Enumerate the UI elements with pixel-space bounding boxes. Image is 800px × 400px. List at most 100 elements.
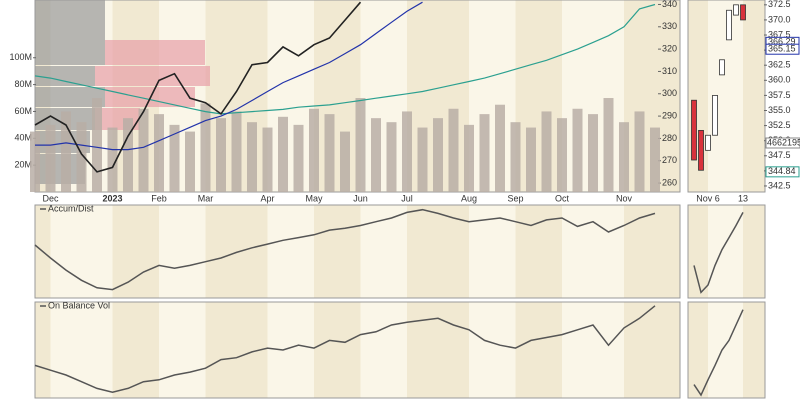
y-tick-label: 260 bbox=[662, 177, 677, 187]
last-value-label: 365.15 bbox=[768, 44, 796, 54]
volume-bar bbox=[185, 131, 195, 192]
volume-bar bbox=[526, 127, 536, 192]
volume-bar bbox=[154, 114, 164, 192]
x-tick-label: Dec bbox=[42, 193, 59, 203]
y-tick-label: 20M bbox=[14, 160, 32, 170]
volume-bar bbox=[30, 131, 40, 192]
volume-bar bbox=[588, 114, 598, 192]
month-band bbox=[314, 0, 361, 192]
candle-body bbox=[740, 4, 746, 21]
month-band bbox=[35, 302, 51, 398]
volume-bar bbox=[200, 103, 211, 192]
month-band bbox=[407, 205, 469, 298]
month-band bbox=[205, 205, 268, 298]
volume-bar bbox=[402, 111, 412, 192]
x-tick-label: Jun bbox=[353, 193, 368, 203]
month-band bbox=[688, 205, 708, 298]
y-tick-label: 300 bbox=[662, 88, 677, 98]
line bbox=[34, 3, 656, 115]
last-value-label: 344.84 bbox=[768, 166, 796, 176]
vbp-bar bbox=[35, 0, 105, 40]
volume-bar bbox=[61, 111, 71, 192]
month-band bbox=[407, 302, 469, 398]
volume-bar bbox=[138, 108, 149, 192]
panel-border bbox=[687, 204, 766, 299]
y-tick-label: 340 bbox=[662, 0, 677, 9]
volume-bar bbox=[324, 114, 335, 192]
line bbox=[34, 1, 362, 173]
x-tick-label: 13 bbox=[738, 193, 748, 203]
last-value-box bbox=[765, 43, 800, 55]
panel-title: On Balance Vol bbox=[48, 300, 110, 310]
month-band bbox=[515, 302, 562, 398]
volume-bar bbox=[495, 104, 505, 192]
y-tick-label: 355.0 bbox=[768, 105, 791, 115]
volume-bar bbox=[107, 127, 118, 192]
x-tick-label: 2023 bbox=[102, 193, 122, 203]
x-tick-label: Oct bbox=[555, 193, 570, 203]
line bbox=[34, 208, 656, 291]
month-band bbox=[743, 0, 765, 192]
candle-body bbox=[691, 99, 697, 161]
volume-bar bbox=[464, 124, 474, 192]
month-band bbox=[515, 0, 562, 192]
volume-bar bbox=[231, 111, 242, 192]
vbp-bar bbox=[95, 66, 210, 86]
y-tick-label: 80M bbox=[14, 79, 32, 89]
volume-bar bbox=[510, 122, 521, 192]
volume-bar bbox=[262, 127, 273, 192]
x-tick-label: May bbox=[305, 193, 323, 203]
y-tick-label: 362.5 bbox=[768, 60, 791, 70]
y-tick-label: 342.5 bbox=[768, 180, 791, 190]
line bbox=[693, 212, 744, 294]
panel-border bbox=[34, 301, 681, 399]
line bbox=[34, 305, 656, 393]
month-band bbox=[688, 0, 708, 192]
candle-body bbox=[726, 9, 732, 41]
volume-bar bbox=[572, 108, 583, 192]
volume-bar bbox=[355, 98, 366, 192]
volume-bar bbox=[557, 118, 567, 192]
month-band bbox=[314, 205, 361, 298]
candle-body bbox=[698, 130, 704, 171]
month-band bbox=[624, 302, 680, 398]
x-tick-label: Sep bbox=[507, 193, 523, 203]
volume-bar bbox=[634, 111, 645, 192]
month-band bbox=[624, 205, 680, 298]
month-band bbox=[743, 205, 765, 298]
y-tick-label: 320 bbox=[662, 43, 677, 53]
volume-bar bbox=[603, 98, 614, 192]
y-tick-label: 280 bbox=[662, 133, 677, 143]
volume-bar bbox=[247, 122, 257, 192]
x-tick-label: Nov 6 bbox=[696, 193, 720, 203]
line bbox=[35, 1, 423, 151]
panel-border bbox=[687, 0, 766, 193]
candle-body bbox=[719, 59, 725, 76]
x-tick-label: Jul bbox=[401, 193, 413, 203]
y-tick-label: 347.5 bbox=[768, 150, 791, 160]
x-tick-label: Feb bbox=[151, 193, 167, 203]
panel-border bbox=[34, 204, 681, 299]
month-band bbox=[515, 205, 562, 298]
month-band bbox=[314, 302, 361, 398]
volume-bar bbox=[278, 116, 288, 192]
last-value-box bbox=[765, 166, 800, 178]
x-tick-label: Apr bbox=[260, 193, 274, 203]
volume-bar bbox=[417, 127, 428, 192]
y-tick-label: 270 bbox=[662, 155, 677, 165]
volume-bar bbox=[433, 118, 443, 192]
candle-body bbox=[705, 134, 711, 151]
month-band bbox=[112, 205, 159, 298]
volume-bar bbox=[619, 122, 629, 192]
volume-bar bbox=[123, 118, 133, 192]
last-value-label: 366.29 bbox=[768, 37, 796, 47]
y-tick-label: 357.5 bbox=[768, 90, 791, 100]
y-tick-label: 352.5 bbox=[768, 120, 791, 130]
volume-bar bbox=[76, 122, 87, 192]
volume-bar bbox=[45, 124, 56, 192]
volume-bar bbox=[293, 124, 304, 192]
y-tick-label: 40M bbox=[14, 133, 32, 143]
vbp-bar bbox=[35, 66, 95, 86]
y-tick-label: 290 bbox=[662, 110, 677, 120]
volume-bar bbox=[371, 118, 381, 192]
